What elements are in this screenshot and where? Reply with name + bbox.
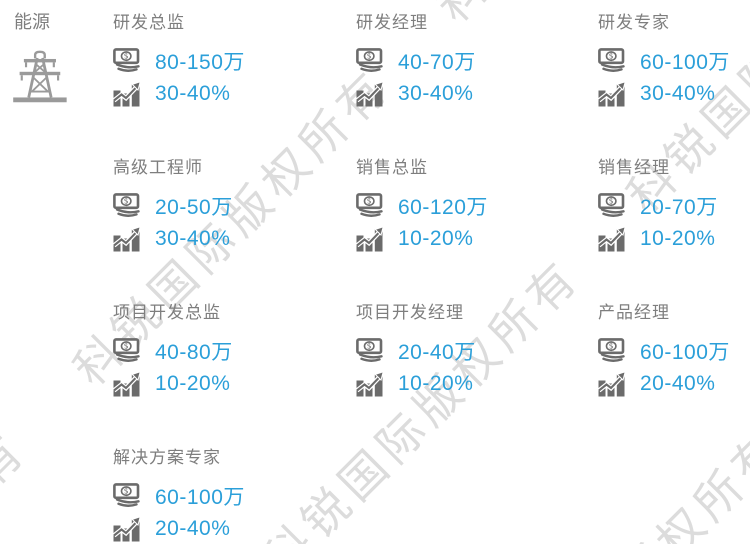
positions-grid: 研发总监 $ 80-150万	[113, 0, 750, 544]
sector-block: 能源	[13, 8, 67, 103]
position-card: 研发经理 $ 40-70万	[356, 0, 598, 145]
growth-chart-icon	[356, 371, 384, 397]
salary-line: $ 20-40万	[356, 336, 598, 366]
banknotes-icon: $	[598, 338, 625, 362]
growth-line: 30-40%	[113, 224, 356, 254]
position-card: 销售经理 $ 20-70万	[598, 145, 750, 290]
growth-line: 10-20%	[356, 369, 598, 399]
svg-text:$: $	[367, 342, 372, 351]
salary-line: $ 20-50万	[113, 191, 356, 221]
growth-chart-icon	[356, 226, 384, 252]
position-card: 项目开发经理 $ 20-40万	[356, 290, 598, 435]
banknotes-icon: $	[113, 338, 140, 362]
growth-rate: 20-40%	[640, 372, 716, 395]
position-title: 项目开发经理	[356, 303, 464, 322]
svg-text:$: $	[367, 197, 372, 206]
growth-chart-icon	[113, 516, 141, 542]
growth-line: 10-20%	[113, 369, 356, 399]
svg-text:$: $	[609, 52, 614, 61]
growth-line: 20-40%	[113, 514, 356, 544]
svg-text:$: $	[367, 52, 372, 61]
svg-text:$: $	[609, 197, 614, 206]
growth-rate: 30-40%	[398, 82, 474, 105]
sector-title: 能源	[14, 12, 50, 32]
growth-line: 10-20%	[356, 224, 598, 254]
svg-text:$: $	[124, 52, 129, 61]
salary-line: $ 60-100万	[598, 46, 750, 76]
growth-rate: 10-20%	[640, 227, 716, 250]
position-title: 解决方案专家	[113, 448, 221, 467]
salary-range: 80-150万	[155, 51, 245, 74]
growth-line: 10-20%	[598, 224, 750, 254]
banknotes-icon: $	[356, 338, 383, 362]
salary-line: $ 20-70万	[598, 191, 750, 221]
position-card: 研发总监 $ 80-150万	[113, 0, 356, 145]
banknotes-icon: $	[356, 48, 383, 72]
salary-line: $ 60-100万	[113, 481, 356, 511]
position-title: 研发总监	[113, 13, 185, 32]
position-title: 项目开发总监	[113, 303, 221, 322]
growth-chart-icon	[356, 81, 384, 107]
growth-line: 30-40%	[356, 79, 598, 109]
salary-range: 60-100万	[640, 51, 730, 74]
growth-rate: 10-20%	[155, 372, 231, 395]
salary-range: 60-100万	[155, 486, 245, 509]
growth-chart-icon	[598, 81, 626, 107]
growth-rate: 30-40%	[155, 227, 231, 250]
position-title: 研发经理	[356, 13, 428, 32]
position-card: 研发专家 $ 60-100万	[598, 0, 750, 145]
growth-chart-icon	[113, 226, 141, 252]
growth-chart-icon	[598, 226, 626, 252]
growth-rate: 30-40%	[155, 82, 231, 105]
position-card: 销售总监 $ 60-120万	[356, 145, 598, 290]
power-tower-icon	[13, 50, 67, 103]
svg-text:$: $	[609, 342, 614, 351]
position-title: 研发专家	[598, 13, 670, 32]
position-card: 项目开发总监 $ 40-80万	[113, 290, 356, 435]
growth-rate: 20-40%	[155, 517, 231, 540]
growth-rate: 10-20%	[398, 372, 474, 395]
salary-line: $ 60-120万	[356, 191, 598, 221]
salary-line: $ 40-70万	[356, 46, 598, 76]
salary-range: 20-40万	[398, 341, 476, 364]
salary-range: 20-70万	[640, 196, 718, 219]
position-card: 产品经理 $ 60-100万	[598, 290, 750, 435]
growth-line: 30-40%	[598, 79, 750, 109]
svg-text:$: $	[124, 487, 129, 496]
banknotes-icon: $	[598, 193, 625, 217]
salary-range: 40-80万	[155, 341, 233, 364]
position-title: 产品经理	[598, 303, 670, 322]
growth-chart-icon	[113, 371, 141, 397]
growth-rate: 10-20%	[398, 227, 474, 250]
salary-range: 60-120万	[398, 196, 488, 219]
banknotes-icon: $	[356, 193, 383, 217]
growth-rate: 30-40%	[640, 82, 716, 105]
banknotes-icon: $	[113, 48, 140, 72]
svg-text:$: $	[124, 342, 129, 351]
salary-range: 40-70万	[398, 51, 476, 74]
banknotes-icon: $	[113, 483, 140, 507]
position-card: 高级工程师 $ 20-50万	[113, 145, 356, 290]
growth-chart-icon	[598, 371, 626, 397]
salary-range: 20-50万	[155, 196, 233, 219]
position-card: 解决方案专家 $ 60-100万	[113, 435, 356, 544]
banknotes-icon: $	[598, 48, 625, 72]
svg-text:$: $	[124, 197, 129, 206]
banknotes-icon: $	[113, 193, 140, 217]
salary-range: 60-100万	[640, 341, 730, 364]
growth-line: 30-40%	[113, 79, 356, 109]
salary-line: $ 60-100万	[598, 336, 750, 366]
position-title: 高级工程师	[113, 158, 203, 177]
salary-line: $ 40-80万	[113, 336, 356, 366]
salary-line: $ 80-150万	[113, 46, 356, 76]
growth-chart-icon	[113, 81, 141, 107]
position-title: 销售经理	[598, 158, 670, 177]
position-title: 销售总监	[356, 158, 428, 177]
growth-line: 20-40%	[598, 369, 750, 399]
